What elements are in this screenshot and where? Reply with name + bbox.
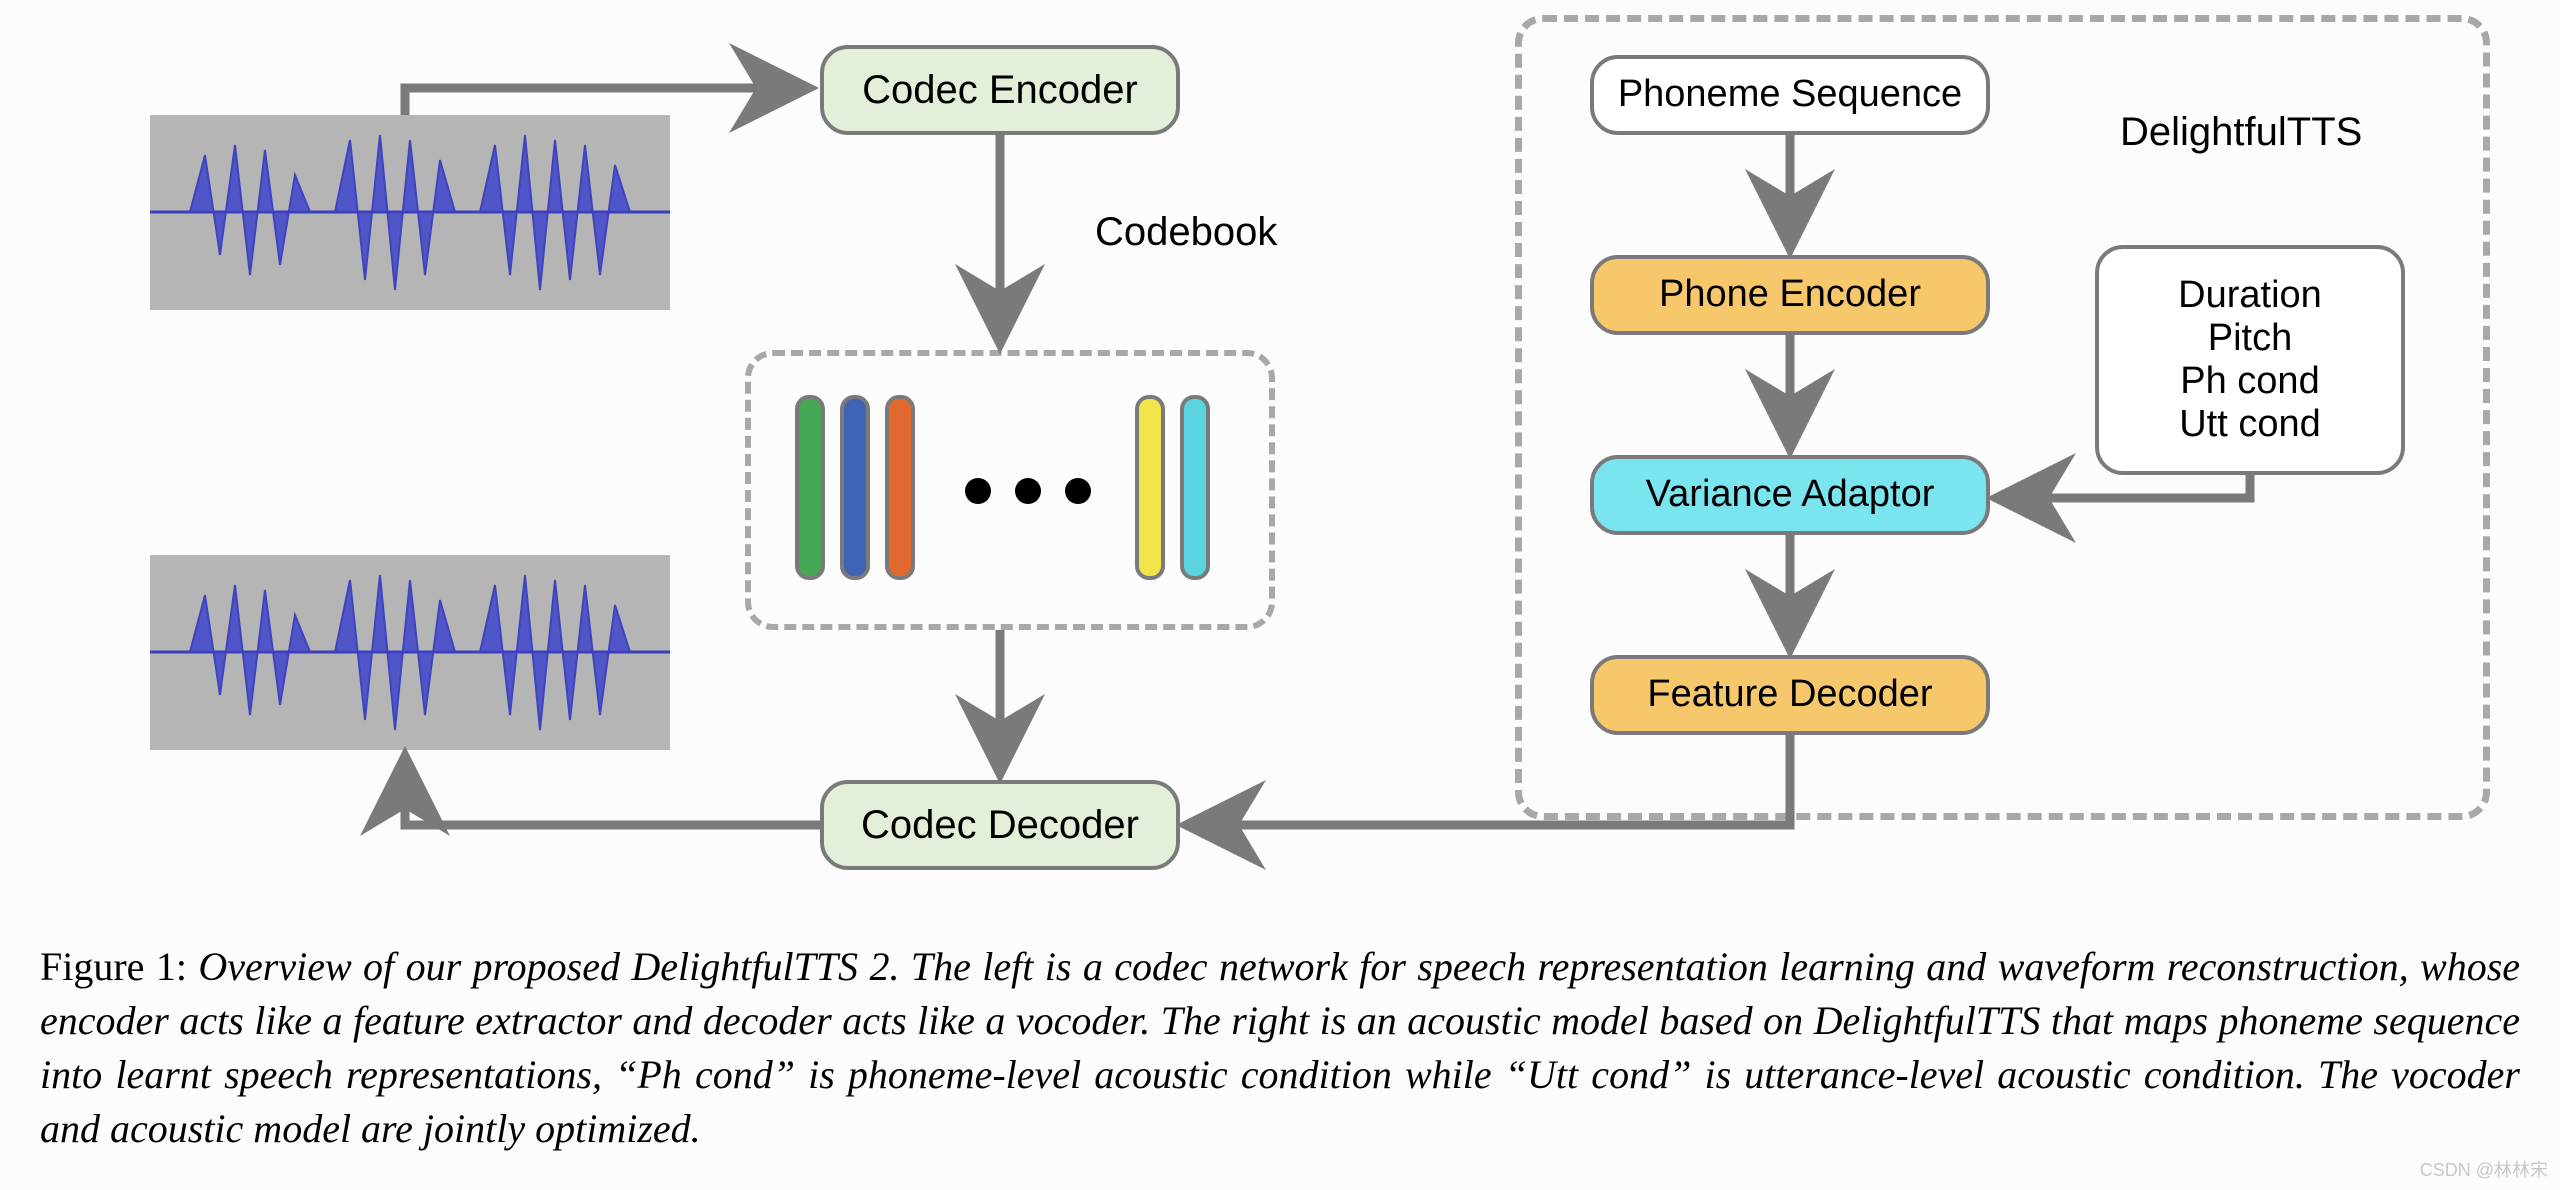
codebook-label: Codebook bbox=[1095, 210, 1277, 255]
phone-encoder-label: Phone Encoder bbox=[1659, 273, 1921, 317]
diagram-canvas: Codec Encoder Codec Decoder Phoneme Sequ… bbox=[0, 0, 2560, 1190]
codebook-dot-0 bbox=[965, 478, 991, 504]
delightfultts-label: DelightfulTTS bbox=[2120, 110, 2362, 155]
figure-caption: Figure 1: Overview of our proposed Delig… bbox=[40, 940, 2520, 1156]
phoneme-sequence-label: Phoneme Sequence bbox=[1618, 73, 1962, 117]
phoneme-sequence-node: Phoneme Sequence bbox=[1590, 55, 1990, 135]
feature-decoder-node: Feature Decoder bbox=[1590, 655, 1990, 735]
cond-line-1: Pitch bbox=[2208, 317, 2292, 360]
codebook-capsule-3 bbox=[1135, 395, 1165, 580]
caption-lead: Figure 1: bbox=[40, 944, 187, 989]
variance-adaptor-node: Variance Adaptor bbox=[1590, 455, 1990, 535]
codebook-label-text: Codebook bbox=[1095, 210, 1277, 255]
cond-line-0: Duration bbox=[2178, 274, 2322, 317]
codec-encoder-node: Codec Encoder bbox=[820, 45, 1180, 135]
delightfultts-label-text: DelightfulTTS bbox=[2120, 110, 2362, 155]
codebook-dot-1 bbox=[1015, 478, 1041, 504]
watermark: CSDN @林林宋 bbox=[2420, 1156, 2548, 1182]
codec-encoder-label: Codec Encoder bbox=[862, 67, 1138, 113]
codec-decoder-label: Codec Decoder bbox=[861, 802, 1139, 848]
caption-body: Overview of our proposed DelightfulTTS 2… bbox=[40, 944, 2520, 1151]
cond-line-2: Ph cond bbox=[2180, 360, 2319, 403]
codec-decoder-node: Codec Decoder bbox=[820, 780, 1180, 870]
codebook-capsule-1 bbox=[840, 395, 870, 580]
waveform-output bbox=[150, 555, 670, 750]
feature-decoder-label: Feature Decoder bbox=[1647, 673, 1932, 717]
variance-adaptor-label: Variance Adaptor bbox=[1646, 473, 1935, 517]
cond-line-3: Utt cond bbox=[2179, 403, 2321, 446]
codebook-capsule-4 bbox=[1180, 395, 1210, 580]
codebook-capsule-2 bbox=[885, 395, 915, 580]
codebook-capsule-0 bbox=[795, 395, 825, 580]
waveform-input bbox=[150, 115, 670, 310]
phone-encoder-node: Phone Encoder bbox=[1590, 255, 1990, 335]
codebook-dot-2 bbox=[1065, 478, 1091, 504]
condition-box-node: Duration Pitch Ph cond Utt cond bbox=[2095, 245, 2405, 475]
